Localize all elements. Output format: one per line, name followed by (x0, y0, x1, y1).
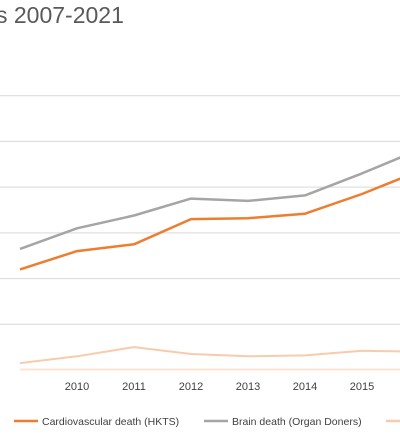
x-tick-label: 2015 (350, 381, 374, 393)
chart-title: s 2007-2021 (0, 2, 124, 28)
series-lines (19, 156, 400, 371)
series-line-1 (19, 177, 400, 271)
x-tick-label: 2012 (179, 381, 203, 393)
series-line-3 (19, 346, 400, 365)
gridlines (0, 95, 400, 325)
x-tick-label: 2010 (65, 381, 89, 393)
x-tick-label: 2011 (122, 381, 146, 393)
legend: Cardiovascular death (HKTS) Brain death (… (14, 416, 400, 428)
legend-label-2: Brain death (Organ Doners) (232, 416, 362, 428)
x-axis-tick-labels: 20102011201220132014201520162017201 (65, 381, 374, 393)
series-line-2 (19, 156, 400, 251)
legend-label-1: Cardiovascular death (HKTS) (42, 416, 179, 428)
x-tick-label: 2013 (236, 381, 260, 393)
x-tick-label: 2014 (293, 381, 317, 393)
